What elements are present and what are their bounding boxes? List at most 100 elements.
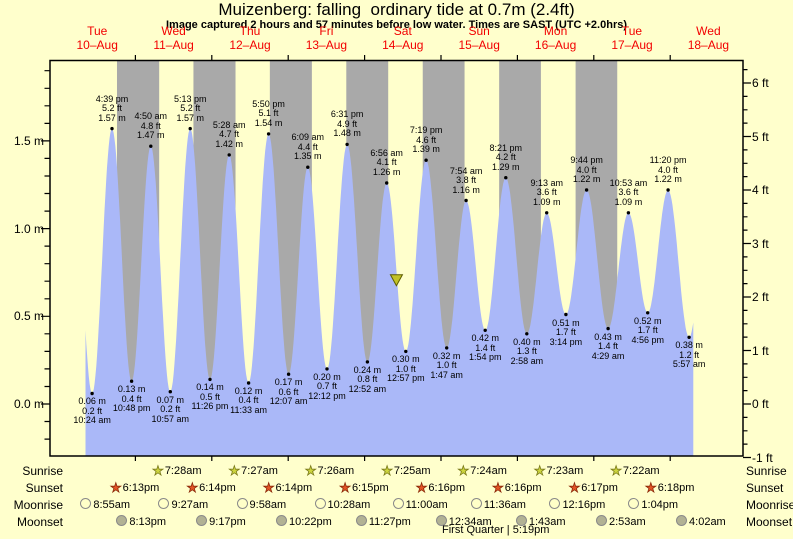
tide-label-line: 12:57 pm <box>387 373 425 384</box>
low-tide-dot <box>208 377 212 382</box>
tide-label-line: 2:58 am <box>510 355 544 366</box>
sunset-entry: ★6:15pm <box>339 481 389 495</box>
moonrise-entry: 12:16pm <box>549 498 605 512</box>
tide-label-line: 1.57 m <box>176 112 204 123</box>
day-label: Thu 12–Aug <box>210 24 290 52</box>
tide-area <box>85 128 694 456</box>
sunrise-time: 7:26am <box>317 465 355 477</box>
sunrise-star-icon: ★ <box>304 463 317 478</box>
tide-label-line: 5:50 pm <box>252 98 285 109</box>
moonset-entry: 10:22pm <box>276 515 332 529</box>
tide-label-line: 10:24 am <box>73 415 111 426</box>
low-tide-dot <box>404 349 408 354</box>
tide-label-line: 1.26 m <box>372 166 401 177</box>
tide-label-line: 1.39 m <box>412 144 440 155</box>
moonrise-disc-icon <box>549 498 561 509</box>
tide-label-line: 0.17 m <box>274 377 303 388</box>
sunrise-star-icon: ★ <box>152 463 164 478</box>
sunset-entry: ★6:13pm <box>110 481 160 495</box>
tide-label-line: 12:52 am <box>348 383 387 394</box>
tide-label-line: 6:09 am <box>291 132 325 143</box>
sunset-star-icon: ★ <box>492 480 504 495</box>
tide-label-line: 0.38 m <box>675 340 703 351</box>
tide-label-line: 0.06 m <box>78 396 106 407</box>
moonrise-entry: 9:58am <box>236 498 286 512</box>
sunrise-entry: ★7:28am <box>152 463 202 478</box>
high-tide-dot <box>149 144 153 148</box>
tide-label-line: 0.52 m <box>633 315 662 326</box>
sunrise-entry: ★7:22am <box>610 463 660 478</box>
tide-label-line: 12:07 am <box>269 396 308 407</box>
low-tide-dot <box>168 390 172 394</box>
high-tide-dot <box>424 158 428 162</box>
day-date: 13–Aug <box>305 38 348 52</box>
tide-label-line: 1:47 am <box>430 369 463 380</box>
moonset-disc-icon <box>116 515 128 526</box>
day-date: 14–Aug <box>382 38 424 52</box>
low-tide-dot <box>564 312 568 317</box>
tide-label-line: 1.09 m <box>532 196 561 207</box>
tide-label-line: 1.09 m <box>614 196 643 207</box>
low-tide-dot <box>286 372 291 376</box>
tide-label-line: 4.4 ft <box>297 141 318 152</box>
sunrise-star-icon: ★ <box>610 463 622 478</box>
sunset-time: 6:13pm <box>122 482 160 494</box>
tide-label-line: 0.43 m <box>594 331 622 342</box>
high-tide-label: 9:13 am 3.6 ft 1.09 m <box>515 178 579 208</box>
axis-ticks <box>41 55 751 461</box>
high-tide-dot <box>584 188 589 192</box>
moonset-time: 2:53am <box>608 516 646 528</box>
low-tide-label: 0.43 m 1.4 ft 4:29 am <box>576 331 640 362</box>
tide-label-line: 10:57 am <box>151 413 190 424</box>
high-tide-label: 6:09 am 4.4 ft 1.35 m <box>276 133 340 162</box>
tide-label-line: 9:44 pm <box>570 155 603 165</box>
tide-label-line: 1.0 ft <box>395 363 416 374</box>
day-date: 10–Aug <box>76 38 118 52</box>
sunset-time: 6:14pm <box>199 482 236 494</box>
day-date: 18–Aug <box>687 38 730 52</box>
moonset-entry: 12:34am <box>435 515 492 529</box>
moon-phase-note: First Quarter | 5:19pm <box>442 524 550 536</box>
tide-label-line: 1.54 m <box>254 117 283 128</box>
low-tide-label: 0.51 m 1.7 ft 3:14 pm <box>534 317 598 348</box>
high-tide-label: 8:21 pm 4.2 ft 1.29 m <box>474 143 538 173</box>
tide-label-line: 0.8 ft <box>357 374 378 385</box>
tide-label-line: 1.3 ft <box>516 346 537 357</box>
moonset-row-label-right: Moonset <box>746 515 793 529</box>
sunrise-entry: ★7:27am <box>228 464 278 478</box>
moonrise-entry: 1:04pm <box>628 498 678 512</box>
tide-label-line: 0.51 m <box>552 317 580 328</box>
tide-label-line: 1.22 m <box>572 174 601 184</box>
sunrise-entry: ★7:26am <box>304 463 355 478</box>
tide-label-line: 5.1 ft <box>258 108 279 119</box>
high-tide-label: 6:31 pm 4.9 ft 1.48 m <box>315 110 379 139</box>
sunrise-entry: ★7:25am <box>381 464 431 478</box>
moonrise-disc-icon <box>628 498 640 509</box>
feet-tick-label: 2 ft <box>752 290 769 304</box>
day-date: 17–Aug <box>611 38 653 52</box>
sunset-time: 6:16pm <box>504 482 542 494</box>
tide-label-line: 11:33 am <box>230 404 267 415</box>
tide-label-line: 1.57 m <box>98 112 126 123</box>
sunset-star-icon: ★ <box>645 480 657 495</box>
tide-label-line: 1:54 pm <box>468 352 502 363</box>
tide-label-line: 0.30 m <box>392 354 420 365</box>
feet-tick-label: 4 ft <box>752 183 769 197</box>
tide-label-line: 1.35 m <box>294 151 322 162</box>
low-tide-label: 0.24 m 0.8 ft 12:52 am <box>335 364 399 395</box>
chart-subtitle: Image captured 2 hours and 57 minutes be… <box>165 19 628 31</box>
moonset-time: 8:13pm <box>129 516 167 528</box>
low-tide-label: 0.40 m 1.3 ft 2:58 am <box>495 337 559 367</box>
low-tide-label: 0.12 m 0.4 ft 11:33 am <box>217 386 281 416</box>
tide-label-line: 5:28 am <box>212 119 246 130</box>
tide-label-line: 0.13 m <box>117 384 146 395</box>
high-tide-label: 5:50 pm 5.1 ft 1.54 m <box>237 98 301 129</box>
tide-label-line: 1.7 ft <box>555 327 576 338</box>
tide-label-line: 4:39 pm <box>95 93 129 104</box>
sunrise-time: 7:25am <box>393 465 431 477</box>
moonrise-disc-icon <box>470 498 482 509</box>
moonrise-time: 8:55am <box>93 499 131 511</box>
tide-label-line: 1.16 m <box>452 184 480 195</box>
moonrise-entry: 11:36am <box>470 498 526 512</box>
tide-label-line: 0.24 m <box>353 364 382 375</box>
